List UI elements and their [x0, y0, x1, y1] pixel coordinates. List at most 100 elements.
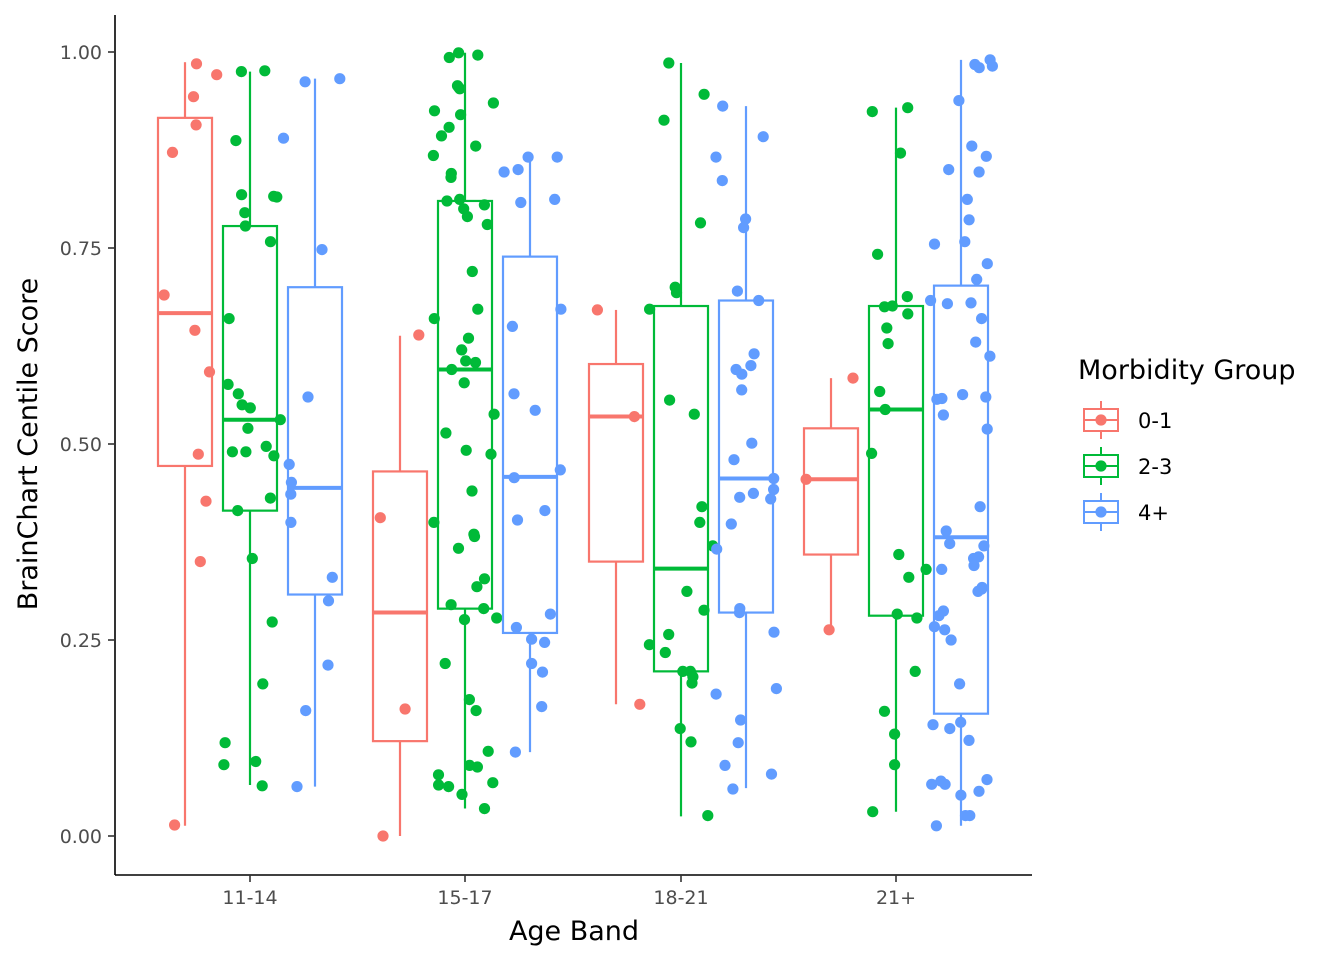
data-point: [509, 746, 521, 758]
data-point: [866, 447, 878, 459]
data-point: [554, 464, 566, 476]
data-point: [482, 745, 494, 757]
data-point: [211, 69, 223, 81]
data-point: [236, 189, 248, 201]
data-point: [508, 472, 520, 484]
data-point: [316, 244, 328, 256]
box-body: [286, 286, 344, 596]
data-point: [659, 646, 671, 659]
data-point: [719, 759, 731, 772]
data-point: [190, 119, 202, 131]
data-point: [765, 493, 777, 505]
data-point: [768, 472, 780, 485]
data-point: [971, 273, 983, 285]
data-point: [930, 820, 943, 832]
data-point: [973, 166, 985, 178]
legend-item-0-1: 0-1: [1083, 401, 1172, 439]
data-point: [973, 62, 985, 74]
data-point: [285, 476, 297, 488]
data-point: [257, 678, 269, 690]
data-point: [478, 573, 491, 585]
data-point: [800, 473, 812, 485]
data-point: [768, 626, 780, 638]
data-point: [260, 440, 272, 452]
data-point: [239, 207, 251, 219]
data-point: [681, 585, 693, 598]
data-point: [522, 151, 534, 163]
legend-label: 4+: [1138, 501, 1169, 525]
data-point: [264, 236, 277, 248]
data-point: [455, 109, 467, 121]
box-18-21-0-1: [587, 304, 646, 710]
y-tick-label: 0.50: [60, 434, 102, 456]
data-point: [478, 603, 490, 615]
data-point: [736, 368, 748, 380]
data-point: [471, 761, 483, 773]
data-point: [466, 485, 478, 497]
data-point: [432, 769, 445, 781]
jitter-points: [277, 73, 346, 793]
data-point: [866, 106, 878, 118]
data-point: [591, 304, 604, 316]
data-point: [377, 830, 389, 842]
data-point: [945, 634, 957, 646]
data-point: [696, 501, 708, 513]
box-body: [587, 362, 645, 563]
data-point: [322, 595, 335, 607]
data-point: [203, 366, 216, 378]
data-point: [670, 287, 683, 299]
data-point: [268, 190, 280, 202]
data-point: [218, 759, 230, 771]
data-point: [973, 785, 985, 797]
data-point: [725, 518, 737, 530]
data-point: [453, 47, 465, 59]
data-point: [230, 135, 242, 147]
data-point: [867, 806, 879, 818]
data-point: [901, 291, 913, 303]
data-point: [235, 66, 247, 78]
box-body: [371, 470, 429, 743]
data-point: [428, 313, 440, 325]
data-point: [259, 65, 271, 77]
legend-title: Morbidity Group: [1078, 355, 1296, 386]
data-point: [445, 599, 457, 611]
data-point: [981, 774, 993, 786]
data-point: [469, 356, 482, 369]
data-point: [452, 542, 465, 554]
data-point: [959, 810, 972, 822]
box-body: [501, 255, 559, 635]
data-point: [510, 621, 522, 634]
data-point: [847, 372, 859, 384]
legend-key-point: [1095, 414, 1107, 426]
data-point: [508, 388, 520, 400]
data-point: [443, 781, 455, 793]
data-point: [984, 350, 996, 362]
data-point: [274, 414, 286, 426]
legend-item-2-3: 2-3: [1083, 447, 1172, 485]
data-point: [748, 348, 760, 360]
data-point: [488, 408, 500, 420]
data-point: [686, 677, 698, 689]
x-tick-label: 15-17: [437, 887, 492, 909]
jitter-points: [218, 65, 286, 792]
data-point: [443, 121, 455, 133]
data-point: [939, 624, 951, 636]
data-point: [192, 448, 204, 460]
x-tick-label: 18-21: [653, 887, 708, 909]
data-point: [968, 559, 980, 572]
data-point: [291, 781, 303, 793]
legend-key-point: [1095, 460, 1107, 472]
data-point: [878, 301, 891, 313]
data-point: [536, 666, 549, 678]
data-point: [663, 628, 675, 641]
data-point: [427, 149, 439, 162]
data-point: [487, 777, 499, 789]
data-point: [440, 427, 452, 439]
data-point: [441, 195, 453, 207]
data-point: [927, 719, 939, 731]
data-point: [526, 657, 538, 670]
y-tick-label: 1.00: [60, 42, 102, 64]
data-point: [928, 238, 941, 250]
data-point: [240, 446, 252, 458]
